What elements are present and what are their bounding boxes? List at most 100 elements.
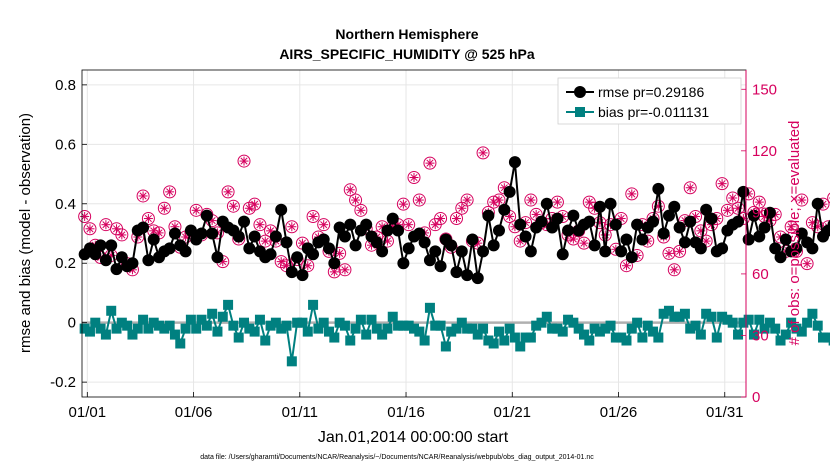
x-axis-label: Jan.01,2014 00:00:00 start xyxy=(318,429,509,446)
bias-point xyxy=(345,335,356,346)
rmse-point xyxy=(763,206,776,219)
y-right-tick-label: 60 xyxy=(752,266,769,283)
obs-possible-point xyxy=(253,218,267,232)
bias-point xyxy=(557,326,568,337)
obs-evaluated-point xyxy=(117,230,127,240)
bias-point xyxy=(116,317,127,328)
rmse-point xyxy=(668,200,681,213)
rmse-point xyxy=(811,197,824,210)
rmse-point xyxy=(678,236,691,249)
bias-point xyxy=(573,323,584,334)
rmse-point xyxy=(524,245,537,258)
bias-point xyxy=(207,308,218,319)
obs-evaluated-stroke xyxy=(506,212,514,221)
bias-point xyxy=(706,311,717,322)
rmse-point xyxy=(827,219,830,230)
bias-point xyxy=(297,317,308,328)
x-tick-label: 01/21 xyxy=(493,404,531,421)
rmse-point xyxy=(492,224,505,237)
bias-point xyxy=(355,314,366,325)
x-tick-label: 01/26 xyxy=(600,404,638,421)
bias-point xyxy=(371,323,382,334)
obs-evaluated-stroke xyxy=(378,223,386,231)
rmse-point xyxy=(487,239,500,252)
rmse-point xyxy=(716,242,729,255)
y-left-tick-label: 0 xyxy=(68,315,76,332)
bias-point xyxy=(653,332,664,343)
rmse-point xyxy=(333,221,346,234)
bias-point xyxy=(239,317,250,328)
bias-point xyxy=(196,314,207,325)
obs-evaluated-stroke xyxy=(532,210,540,218)
obs-evaluated-point xyxy=(627,189,637,199)
obs-evaluated-point xyxy=(250,199,260,209)
bias-point xyxy=(547,323,558,334)
obs-evaluated-stroke xyxy=(336,249,344,257)
bias-point xyxy=(733,329,744,340)
bias-point xyxy=(191,323,202,334)
obs-evaluated-stroke xyxy=(346,186,354,194)
rmse-point xyxy=(184,224,197,237)
bias-point xyxy=(127,329,138,340)
obs-evaluated-stroke xyxy=(357,206,365,214)
bias-point xyxy=(701,308,712,319)
obs-evaluated-stroke xyxy=(256,221,264,229)
rmse-point xyxy=(609,218,622,231)
obs-possible-point xyxy=(651,199,665,213)
bias-point xyxy=(504,323,515,334)
bias-point xyxy=(361,329,372,340)
rmse-point xyxy=(652,182,665,195)
obs-evaluated-point xyxy=(287,222,297,232)
rmse-point xyxy=(806,242,819,255)
obs-possible-point xyxy=(412,193,426,207)
rmse-point xyxy=(471,272,484,285)
obs-evaluated-point xyxy=(579,238,589,248)
obs-evaluated-point xyxy=(526,195,536,205)
obs-evaluated-stroke xyxy=(240,157,248,165)
obs-evaluated-stroke xyxy=(723,206,731,214)
rmse-point xyxy=(705,212,718,225)
obs-evaluated-stroke xyxy=(553,198,561,206)
obs-evaluated-stroke xyxy=(86,225,94,233)
obs-evaluated-stroke xyxy=(267,227,275,235)
obs-evaluated-stroke xyxy=(803,260,811,268)
obs-evaluated-point xyxy=(664,248,674,258)
obs-possible-point xyxy=(715,177,729,191)
rmse-point xyxy=(461,269,474,282)
bias-point xyxy=(106,305,117,316)
rmse-point xyxy=(625,251,638,264)
y-right-tick-label: 90 xyxy=(752,204,769,221)
rmse-point xyxy=(684,215,697,228)
obs-evaluated-stroke xyxy=(718,180,726,188)
obs-evaluated-point xyxy=(345,185,355,195)
obs-evaluated-point xyxy=(80,211,90,221)
obs-possible-point xyxy=(460,193,474,207)
obs-evaluated-stroke xyxy=(192,206,200,214)
bias-point xyxy=(775,335,786,346)
rmse-point xyxy=(779,233,792,246)
obs-evaluated-point xyxy=(191,205,201,215)
rmse-point xyxy=(790,242,803,255)
obs-evaluated-stroke xyxy=(102,221,110,229)
rmse-point xyxy=(498,203,511,216)
rmse-point xyxy=(588,239,601,252)
rmse-point xyxy=(317,233,330,246)
obs-evaluated-stroke xyxy=(288,223,296,231)
bias-point xyxy=(488,338,499,349)
rmse-point xyxy=(774,251,787,264)
obs-evaluated-point xyxy=(335,248,345,258)
y-left-tick-label: 0.8 xyxy=(55,77,76,94)
bias-point xyxy=(780,329,791,340)
rmse-point xyxy=(599,245,612,258)
rmse-point xyxy=(737,185,750,198)
rmse-point xyxy=(753,230,766,243)
bias-point xyxy=(292,317,303,328)
bias-point xyxy=(164,320,175,331)
obs-evaluated-point xyxy=(531,209,541,219)
obs-evaluated-stroke xyxy=(755,198,763,206)
bias-point xyxy=(281,320,292,331)
obs-evaluated-point xyxy=(165,187,175,197)
bias-point xyxy=(100,329,111,340)
bias-point xyxy=(430,320,441,331)
obs-evaluated-stroke xyxy=(304,262,312,270)
